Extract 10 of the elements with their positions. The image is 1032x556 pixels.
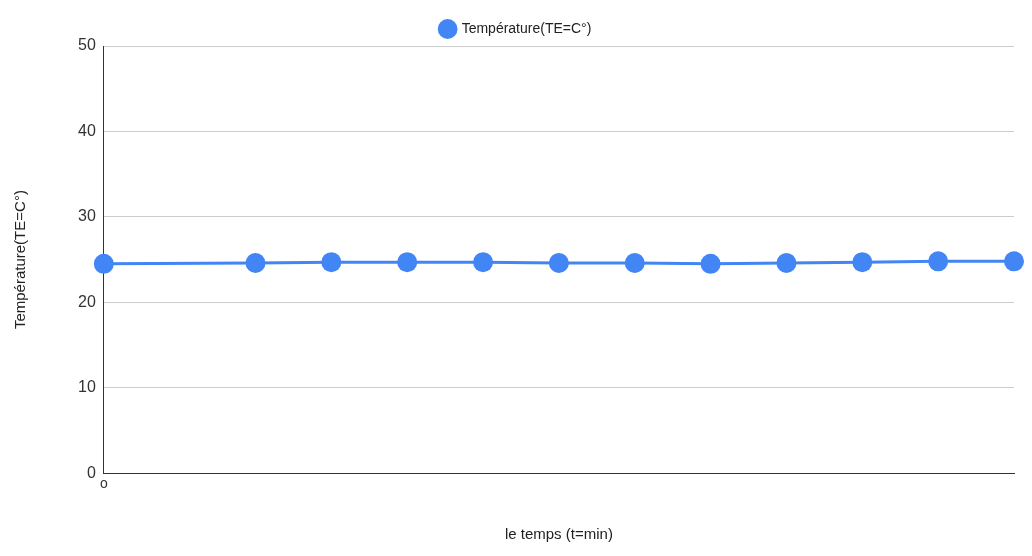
- legend-label: Température(TE=C°): [461, 19, 592, 36]
- y-tick-label: 20: [78, 292, 96, 310]
- y-tick-label: 50: [78, 36, 96, 54]
- y-axis-title: Température(TE=C°): [11, 190, 29, 330]
- y-tick-label: 40: [78, 121, 96, 139]
- x-tick-label: o: [99, 475, 108, 492]
- x-axis-title: le temps (t=min): [504, 525, 613, 543]
- y-tick-label: 10: [78, 378, 96, 396]
- y-tick-label: 30: [78, 207, 96, 225]
- y-tick-label: 0: [86, 463, 96, 481]
